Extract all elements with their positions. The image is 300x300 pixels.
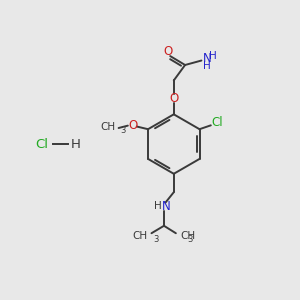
Text: H: H xyxy=(202,61,210,71)
Text: CH: CH xyxy=(180,231,195,241)
Text: 3: 3 xyxy=(153,235,159,244)
Text: H: H xyxy=(209,51,217,62)
Text: N: N xyxy=(202,52,211,65)
Text: 3: 3 xyxy=(121,127,126,136)
Text: O: O xyxy=(163,45,172,58)
Text: N: N xyxy=(162,200,170,213)
Text: 3: 3 xyxy=(188,235,193,244)
Text: O: O xyxy=(169,92,178,105)
Text: H: H xyxy=(154,201,162,211)
Text: CH: CH xyxy=(133,231,148,241)
Text: Cl: Cl xyxy=(212,116,223,129)
Text: CH: CH xyxy=(100,122,116,132)
Text: Cl: Cl xyxy=(35,138,48,151)
Text: H: H xyxy=(71,138,81,151)
Text: O: O xyxy=(128,119,137,132)
